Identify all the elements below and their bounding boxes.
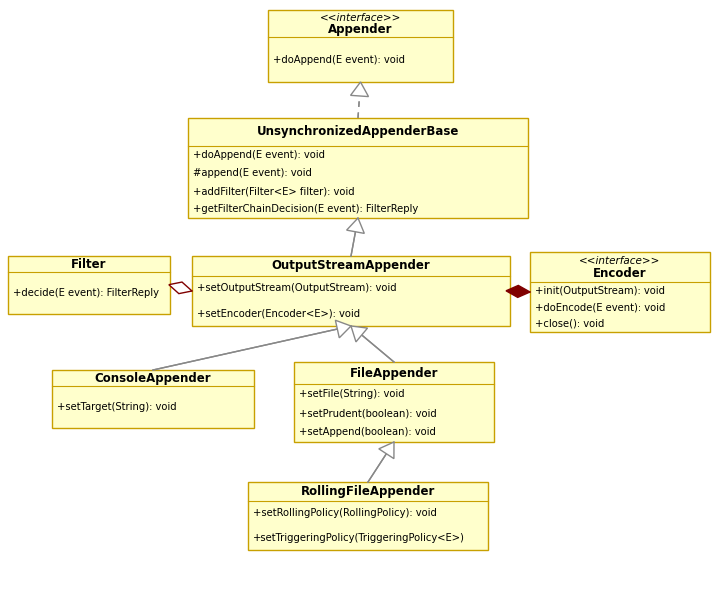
Text: Encoder: Encoder [593, 268, 647, 280]
Text: +doEncode(E event): void: +doEncode(E event): void [535, 302, 665, 312]
Text: +close(): void: +close(): void [535, 319, 605, 329]
Bar [52, 370, 254, 428]
Bar [530, 252, 710, 332]
Polygon shape [169, 282, 192, 294]
Text: +setPrudent(boolean): void: +setPrudent(boolean): void [299, 408, 437, 418]
Text: +addFilter(Filter<E> filter): void: +addFilter(Filter<E> filter): void [193, 186, 355, 196]
Text: UnsynchronizedAppenderBase: UnsynchronizedAppenderBase [257, 126, 459, 138]
Text: Filter: Filter [71, 257, 106, 271]
Polygon shape [379, 442, 394, 459]
Text: <<interface>>: <<interface>> [579, 256, 661, 265]
Text: FileAppender: FileAppender [350, 367, 438, 380]
Text: Appender: Appender [328, 23, 392, 36]
Polygon shape [347, 218, 364, 234]
Text: +decide(E event): FilterReply: +decide(E event): FilterReply [13, 288, 159, 298]
Text: RollingFileAppender: RollingFileAppender [300, 485, 435, 498]
Text: +init(OutputStream): void: +init(OutputStream): void [535, 285, 665, 296]
Text: <<interface>>: <<interface>> [320, 13, 401, 23]
Text: +setOutputStream(OutputStream): void: +setOutputStream(OutputStream): void [197, 283, 397, 293]
Text: +doAppend(E event): void: +doAppend(E event): void [273, 55, 405, 65]
Text: +doAppend(E event): void: +doAppend(E event): void [193, 150, 325, 160]
Bar [188, 118, 528, 218]
Text: ConsoleAppender: ConsoleAppender [95, 372, 211, 384]
Bar [248, 482, 488, 550]
Bar [268, 10, 453, 82]
Polygon shape [350, 82, 369, 97]
Text: +setTarget(String): void: +setTarget(String): void [57, 402, 177, 412]
Polygon shape [335, 320, 351, 338]
Polygon shape [506, 285, 530, 297]
Bar [294, 362, 494, 442]
Polygon shape [351, 326, 368, 342]
Text: OutputStreamAppender: OutputStreamAppender [272, 259, 430, 272]
Text: +getFilterChainDecision(E event): FilterReply: +getFilterChainDecision(E event): Filter… [193, 204, 418, 214]
Text: +setTriggeringPolicy(TriggeringPolicy<E>): +setTriggeringPolicy(TriggeringPolicy<E>… [253, 533, 465, 543]
Text: +setEncoder(Encoder<E>): void: +setEncoder(Encoder<E>): void [197, 308, 360, 318]
Text: +setFile(String): void: +setFile(String): void [299, 389, 405, 399]
Bar [8, 256, 170, 314]
Bar [192, 256, 510, 326]
Text: #append(E event): void: #append(E event): void [193, 168, 312, 178]
Text: +setAppend(boolean): void: +setAppend(boolean): void [299, 427, 436, 437]
Text: +setRollingPolicy(RollingPolicy): void: +setRollingPolicy(RollingPolicy): void [253, 508, 437, 519]
